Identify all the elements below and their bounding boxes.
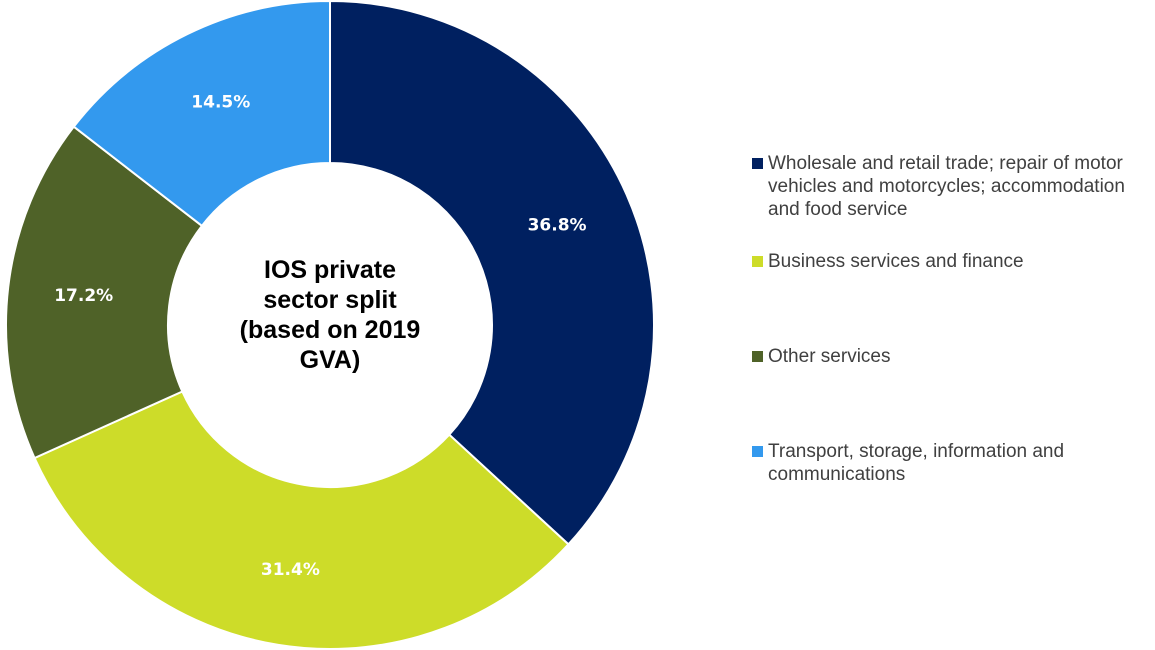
value-label: 31.4%	[261, 560, 320, 580]
slice	[72, 0, 331, 228]
chart-title: IOS private sector split (based on 2019 …	[239, 256, 421, 374]
slice	[33, 390, 570, 650]
value-label: 36.8%	[528, 215, 587, 235]
legend-swatch	[752, 256, 763, 267]
legend-item: Wholesale and retail trade; repair of mo…	[752, 152, 1142, 221]
legend-item: Transport, storage, information and comm…	[752, 440, 1142, 486]
value-label: 14.5%	[191, 92, 250, 112]
legend-item: Business services and finance	[752, 250, 1142, 273]
legend-swatch	[752, 351, 763, 362]
slice	[5, 125, 204, 460]
legend-label: Other services	[768, 346, 891, 367]
legend-label: Business services and finance	[768, 251, 1024, 272]
legend-item: Other services	[752, 345, 1142, 368]
legend-label: Wholesale and retail trade; repair of mo…	[768, 153, 1125, 220]
legend-label: Transport, storage, information and comm…	[768, 441, 1065, 485]
slice	[329, 0, 655, 546]
legend-swatch	[752, 158, 763, 169]
legend-swatch	[752, 446, 763, 457]
value-label: 17.2%	[54, 286, 113, 306]
